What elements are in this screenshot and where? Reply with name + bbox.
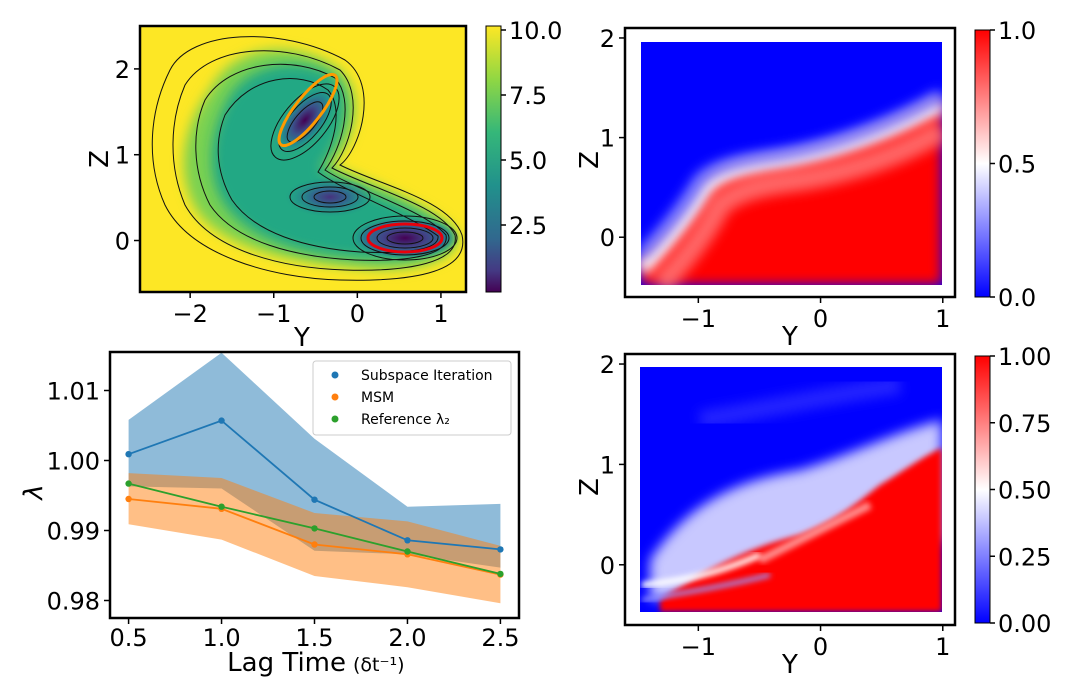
potential-surface	[151, 36, 464, 281]
eigenvalue-ytick-label: 0.99	[47, 518, 100, 546]
potential-ytick-label: 2	[115, 56, 130, 84]
potential-xtick-label: 1	[433, 300, 448, 328]
eigenvalue-ytick-label: 1.01	[47, 378, 100, 406]
dot-icon	[331, 393, 339, 401]
committor-reference-ytick-label: 1	[600, 125, 615, 153]
potential-colorbar-label: 10.0	[509, 17, 562, 45]
data-point	[497, 546, 504, 553]
committor-learned-colorbar-label: 1.00	[998, 343, 1051, 371]
potential-ytick-label: 1	[115, 142, 130, 170]
committor-learned-xtick-label: 0	[813, 633, 828, 661]
orange-contour	[277, 72, 339, 148]
potential-colorbar-ticks: 10.0 7.5 5.0 2.5	[501, 17, 562, 240]
eigenvalue-axes: 0.5 1.0 1.5 2.0 2.5 1.01 1.00 0.99 0.98	[47, 378, 520, 653]
eigenvalue-ytick-label: 0.98	[47, 588, 100, 616]
eigenvalue-xlabel-unit: (δt⁻¹)	[353, 654, 405, 676]
potential-colorbar-label: 7.5	[509, 82, 547, 110]
data-point	[125, 451, 132, 458]
data-point	[311, 496, 318, 503]
data-point	[125, 495, 132, 503]
committor-learned-ytick-label: 1	[600, 451, 615, 479]
dot-icon	[331, 371, 339, 379]
potential-contours	[151, 36, 464, 281]
committor-learned-field	[640, 367, 942, 612]
committor-reference-ytick-label: 0	[600, 224, 615, 252]
committor-learned-colorbar	[974, 355, 991, 624]
committor-learned-axes: −1 0 1 0 1 2	[600, 351, 951, 661]
legend-label-subspace: Subspace Iteration	[361, 368, 493, 384]
committor-reference-colorbar-ticks: 1.0 0.5 0.0	[990, 17, 1036, 312]
committor-learned-ytick-label: 0	[600, 552, 615, 580]
potential-colorbar	[485, 25, 502, 293]
legend: Subspace Iteration MSM Reference λ₂	[312, 360, 512, 436]
eigenvalue-panel: 0.5 1.0 1.5 2.0 2.5 1.01 1.00 0.99 0.98 Lag Time…	[19, 350, 521, 678]
data-point	[218, 503, 225, 510]
committor-learned-colorbar-label: 0.00	[998, 610, 1051, 638]
red-contour	[366, 222, 444, 254]
potential-xlabel: Y	[293, 323, 310, 353]
committor-reference-colorbar	[974, 29, 991, 298]
eigenvalue-xtick-label: 1.0	[202, 624, 240, 652]
potential-colorbar-label: 2.5	[509, 212, 547, 240]
committor-reference-axes: −1 0 1 0 1 2	[600, 25, 951, 333]
potential-ylabel: Z	[85, 150, 115, 168]
committor-reference-xtick-label: −1	[681, 305, 716, 333]
committor-reference-colorbar-label: 0.0	[998, 284, 1036, 312]
legend-label-msm: MSM	[361, 390, 394, 406]
potential-xtick-label: 0	[350, 300, 365, 328]
potential-ytick-label: 0	[115, 228, 130, 256]
committor-learned-xlabel: Y	[781, 650, 798, 680]
potential-panel: −2 −1 0 1 0 1 2 Y Z 10.0 7.5 5.0 2.5	[85, 17, 562, 353]
committor-learned-ylabel: Z	[575, 478, 605, 496]
committor-learned-ytick-label: 2	[600, 351, 615, 379]
eigenvalue-xlabel: Lag Time	[227, 648, 346, 678]
potential-xtick-label: −1	[256, 300, 291, 328]
committor-reference-colorbar-label: 0.5	[998, 151, 1036, 179]
eigenvalue-ylabel: λ	[19, 484, 49, 501]
committor-learned-xtick-label: −1	[681, 633, 716, 661]
potential-xtick-label: −2	[172, 300, 207, 328]
potential-axes: −2 −1 0 1 0 1 2	[115, 56, 449, 328]
committor-reference-xtick-label: 0	[813, 305, 828, 333]
potential-colorbar-label: 5.0	[509, 147, 547, 175]
potential-frame	[138, 24, 468, 294]
eigenvalue-xtick-label: 1.5	[295, 624, 333, 652]
committor-reference-xlabel: Y	[781, 322, 798, 352]
eigenvalue-xtick-label: 2.5	[481, 624, 519, 652]
eigenvalue-xtick-label: 2.0	[388, 624, 426, 652]
committor-reference-xtick-label: 1	[935, 305, 950, 333]
committor-reference-panel: −1 0 1 0 1 2 Y Z 1.0 0.5 0.0	[575, 17, 1036, 352]
committor-learned-frame	[623, 352, 957, 627]
committor-reference-field	[641, 42, 942, 285]
eigenvalue-ytick-label: 1.00	[47, 448, 100, 476]
committor-reference-frame	[623, 26, 957, 299]
data-point	[404, 548, 411, 555]
eigenvalue-xtick-label: 0.5	[110, 624, 148, 652]
committor-learned-xtick-label: 1	[935, 633, 950, 661]
committor-reference-ytick-label: 2	[600, 25, 615, 53]
data-point	[218, 417, 225, 424]
committor-learned-panel: −1 0 1 0 1 2 Y Z 1.00 0.75 0.50 0.25 0.00	[575, 343, 1051, 680]
legend-label-reference: Reference λ₂	[361, 412, 450, 428]
dot-icon	[331, 415, 339, 423]
data-point	[125, 480, 132, 487]
eigenvalue-plot	[125, 352, 504, 604]
committor-learned-colorbar-ticks: 1.00 0.75 0.50 0.25 0.00	[990, 343, 1051, 638]
committor-reference-ylabel: Z	[575, 151, 605, 169]
data-point	[404, 537, 411, 544]
data-point	[311, 541, 318, 548]
data-point	[311, 525, 318, 532]
data-point	[497, 570, 504, 578]
legend-box	[312, 360, 512, 436]
committor-learned-colorbar-label: 0.75	[998, 410, 1051, 438]
committor-learned-colorbar-label: 0.25	[998, 543, 1051, 571]
committor-reference-colorbar-label: 1.0	[998, 17, 1036, 45]
committor-learned-colorbar-label: 0.50	[998, 477, 1051, 505]
band-0	[128, 352, 501, 568]
